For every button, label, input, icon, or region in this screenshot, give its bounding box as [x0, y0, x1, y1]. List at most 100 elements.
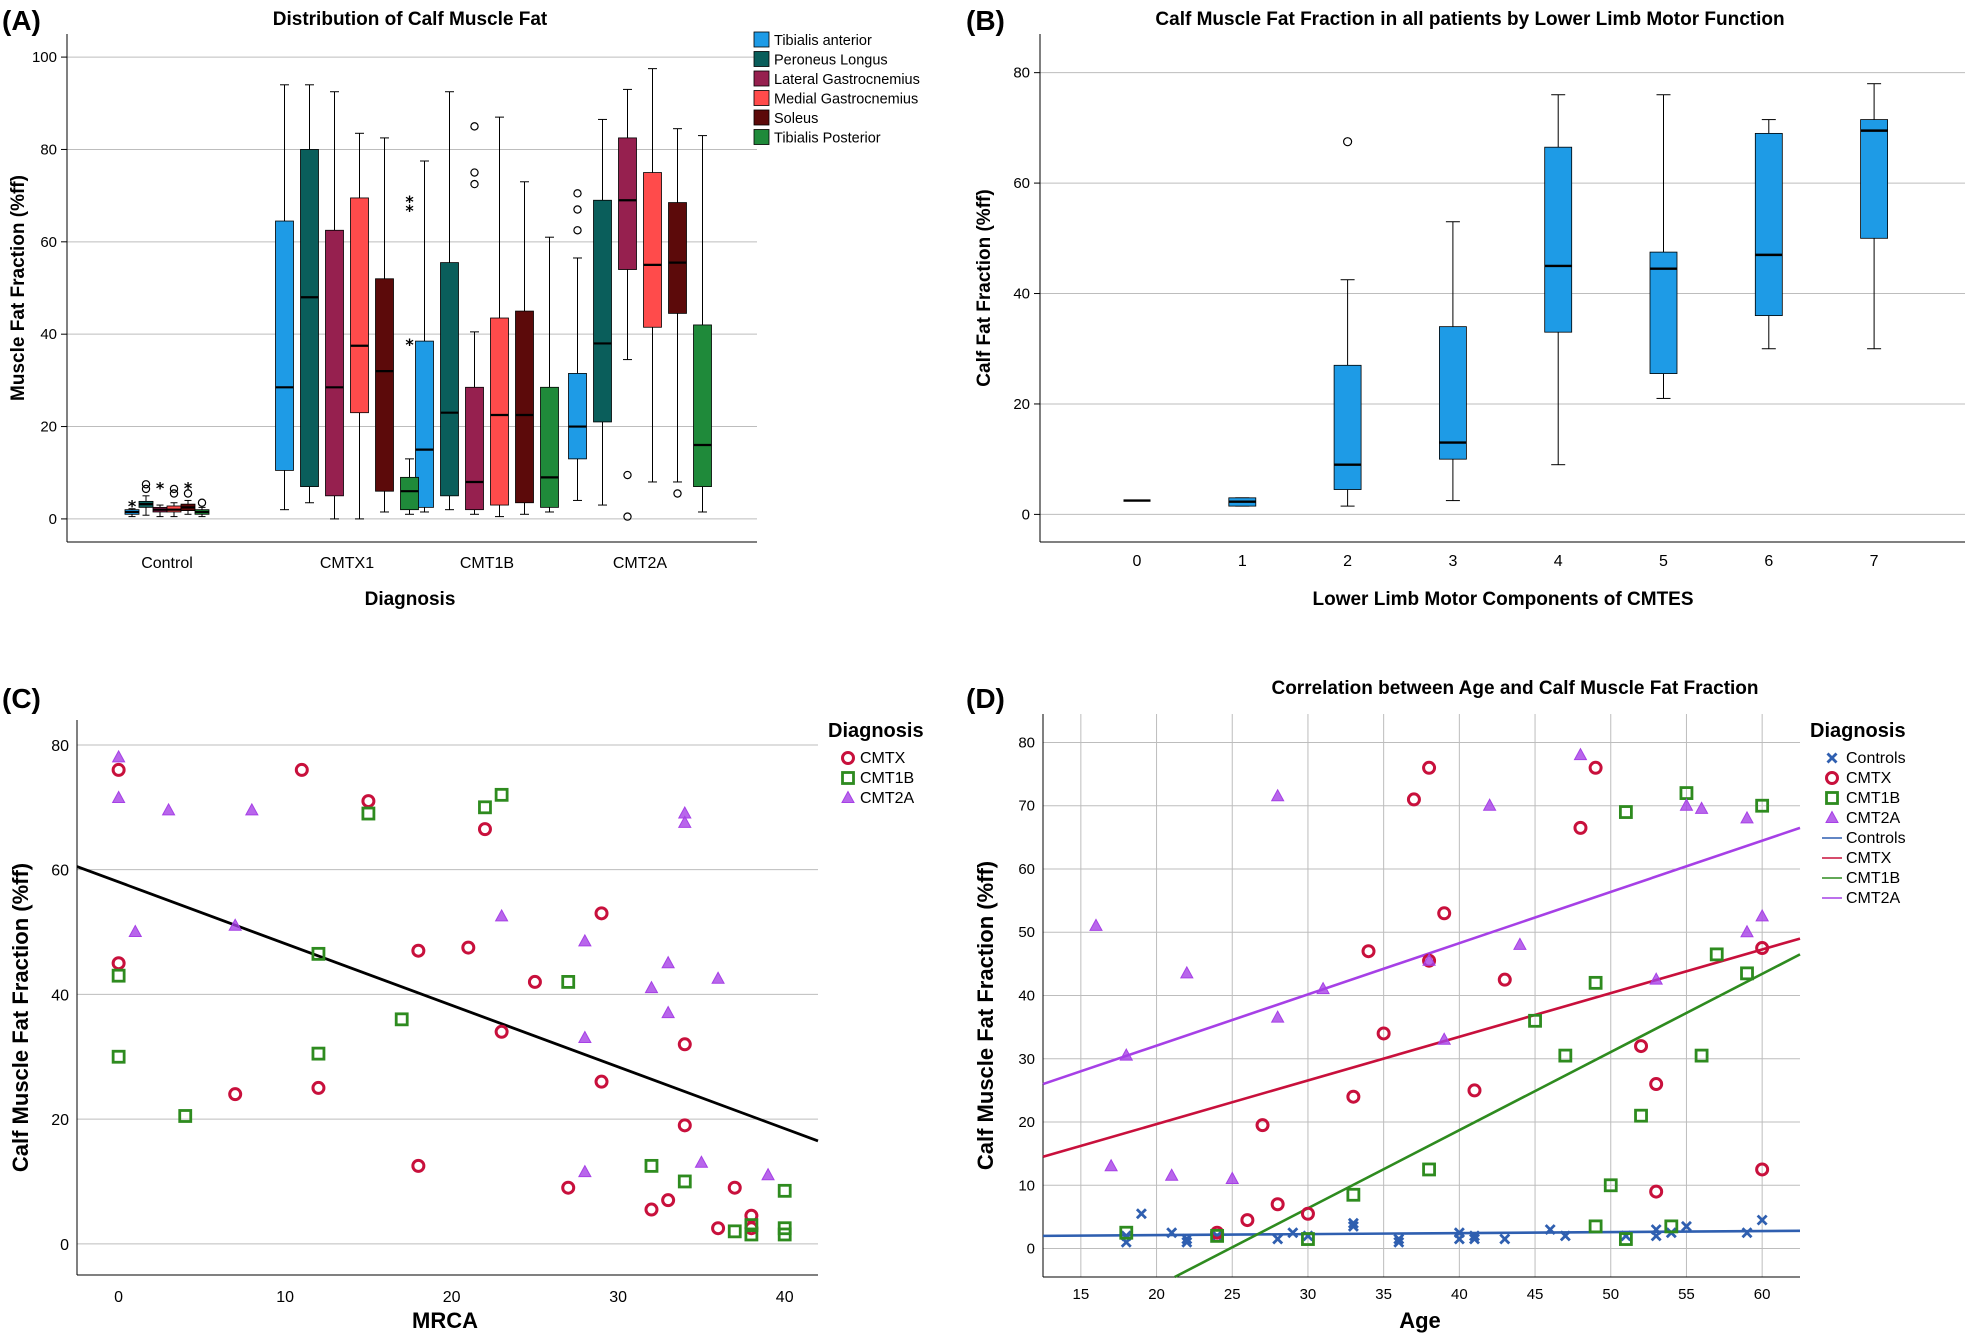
box [593, 199, 612, 423]
data-point-square [841, 771, 855, 785]
x-tick-label: 30 [1300, 1286, 1317, 1303]
box [540, 386, 559, 508]
outlier-point [169, 484, 179, 494]
data-point-triangle [1089, 918, 1103, 931]
data-point-circle [527, 974, 542, 989]
data-point-x [1347, 1220, 1359, 1232]
legend-label: Tibialis anterior [774, 33, 872, 49]
data-point-circle [561, 1180, 576, 1195]
fit-line [76, 865, 819, 1143]
data-point-circle [661, 1193, 676, 1208]
data-point-triangle [128, 924, 143, 938]
x-stroke [1469, 1230, 1480, 1242]
data-point-circle [1588, 760, 1603, 775]
data-point-circle [411, 943, 426, 958]
data-point-x [1135, 1208, 1147, 1220]
data-point-circle [111, 956, 126, 971]
chart-title: Correlation between Age and Calf Muscle … [1271, 678, 1758, 699]
legend-label: Soleus [774, 111, 818, 127]
data-point-square [1422, 1162, 1436, 1177]
x-axis-label: Lower Limb Motor Components of CMTES [1312, 589, 1693, 610]
extreme-point: * [156, 478, 165, 497]
x-tick-label: 2 [1343, 553, 1352, 570]
legend-swatch [753, 70, 770, 87]
outlier-point [470, 179, 479, 189]
legend-label: Tibialis Posterior [774, 131, 881, 147]
data-point-circle [1573, 820, 1588, 835]
x-tick-label: 0 [1133, 553, 1142, 570]
data-point-x [1499, 1233, 1511, 1245]
data-point-x [1272, 1233, 1284, 1245]
extreme-point: * [128, 497, 137, 516]
x-stroke [1756, 1214, 1768, 1226]
data-point-x [1287, 1227, 1299, 1239]
box [440, 262, 459, 497]
data-point-triangle [694, 1155, 709, 1168]
data-point-triangle [578, 1164, 592, 1178]
data-point-circle [1467, 1083, 1482, 1098]
data-point-x [1181, 1236, 1193, 1248]
y-tick-label: 60 [40, 234, 57, 251]
y-tick-label: 0 [60, 1237, 69, 1254]
outlier-point [169, 489, 179, 498]
legend-swatch [753, 31, 770, 48]
data-point-triangle [1119, 1048, 1134, 1061]
data-point-square [1346, 1187, 1361, 1202]
data-point-triangle [1179, 965, 1194, 979]
data-point-square [311, 1046, 326, 1061]
data-point-circle [1825, 771, 1839, 785]
extreme-point: * [184, 478, 193, 497]
data-point-square [1528, 1013, 1542, 1028]
data-point-circle [1437, 906, 1452, 921]
chart-title: Distribution of Calf Muscle Fat [273, 9, 548, 30]
x-tick-label: 25 [1224, 1286, 1241, 1303]
x-tick-label: 0 [114, 1289, 123, 1306]
data-point-circle [1270, 1197, 1285, 1212]
data-point-circle [594, 906, 609, 921]
x-tick-label: 20 [1148, 1286, 1165, 1303]
box [1439, 326, 1467, 460]
outlier-point [470, 122, 479, 131]
data-point-circle [494, 1024, 509, 1039]
box [325, 229, 344, 497]
data-point-x [1453, 1227, 1465, 1239]
data-point-triangle [1316, 981, 1330, 995]
data-point-square [111, 968, 126, 983]
x-stroke [1544, 1224, 1556, 1236]
data-point-circle [1649, 1077, 1664, 1092]
x-tick-label: 7 [1870, 553, 1879, 570]
x-axis-label: MRCA [412, 1308, 478, 1333]
outlier-point [673, 489, 682, 498]
panel-c: (C) 0 20 40 60 80 0 10 20 30 40 Calf Muscle Fat Fra… [2, 683, 924, 1333]
x-tick-label: CMT2A [613, 555, 668, 572]
outlier-point [470, 168, 479, 177]
data-point-circle [477, 822, 492, 837]
data-point-circle [1361, 944, 1376, 959]
data-point-square [1558, 1048, 1573, 1063]
data-point-square [1603, 1178, 1618, 1193]
outlier-point [623, 470, 632, 480]
data-point-square [1709, 947, 1724, 962]
box [643, 172, 662, 328]
panel-label: (D) [966, 683, 1005, 714]
x-tick-label: 30 [609, 1289, 627, 1306]
x-stroke [1469, 1233, 1480, 1245]
x-tick-label: 1 [1238, 553, 1247, 570]
data-point-triangle [1573, 747, 1588, 761]
data-point-x [1544, 1224, 1556, 1236]
data-point-x [1469, 1233, 1480, 1245]
y-tick-label: 80 [1018, 734, 1035, 751]
box [300, 149, 319, 487]
box [400, 476, 419, 511]
box [415, 340, 434, 508]
box [1649, 251, 1678, 374]
y-axis-label: Calf Fat Fraction (%ff) [974, 189, 995, 386]
data-point-square [1664, 1219, 1679, 1234]
x-stroke [1393, 1233, 1405, 1245]
x-tick-label: 4 [1554, 553, 1563, 570]
extreme-point: * [405, 192, 414, 211]
data-point-square [178, 1109, 193, 1123]
x-stroke [1680, 1220, 1692, 1232]
box [515, 310, 534, 504]
x-tick-label: 55 [1678, 1286, 1695, 1303]
